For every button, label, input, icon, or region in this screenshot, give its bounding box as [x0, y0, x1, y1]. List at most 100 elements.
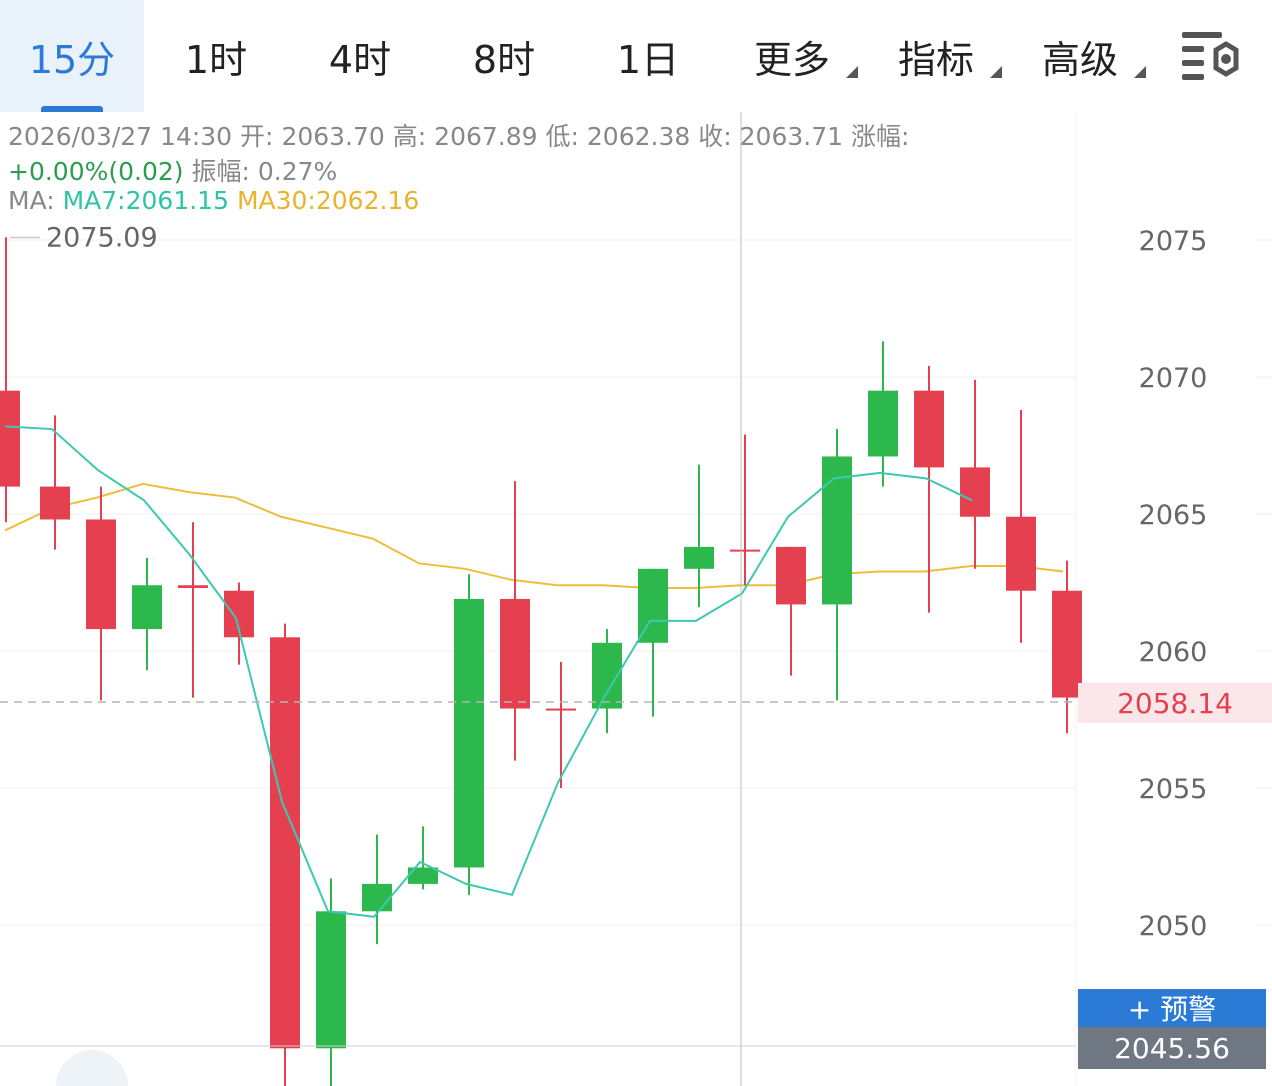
- y-tick-label: 2070: [1139, 363, 1208, 394]
- tab-label: 4时: [328, 37, 392, 82]
- tab-label: 15分: [28, 37, 116, 82]
- dropdown-caret-icon: [990, 66, 1002, 78]
- candle-body: [178, 585, 208, 588]
- bearish-candle: [500, 481, 530, 761]
- high-label: 高:: [392, 122, 427, 151]
- candle-datetime: 2026/03/27 14:30: [8, 122, 233, 151]
- candle-body: [1052, 590, 1082, 698]
- candle-body: [1006, 516, 1036, 591]
- active-tab-indicator: [41, 106, 103, 112]
- candle-body: [500, 598, 530, 709]
- tab-1h[interactable]: 1时: [144, 0, 288, 112]
- tab-label: 高级: [1041, 37, 1118, 82]
- add-alert-button[interactable]: + 预警: [1078, 989, 1266, 1027]
- candlestick-chart[interactable]: 2075 2070 2065 2060 2055 2050 2075.09: [0, 112, 1272, 1086]
- bullish-candle: [362, 834, 392, 945]
- y-tick-label: 2060: [1139, 637, 1208, 668]
- candle-body: [960, 467, 990, 517]
- ma30-legend-value: MA30:2062.16: [236, 186, 420, 215]
- amplitude-value: 0.27%: [257, 157, 338, 186]
- bearish-candle: [224, 582, 254, 665]
- candle-body: [638, 568, 668, 643]
- dropdown-caret-icon: [1134, 66, 1146, 78]
- candle-body: [730, 549, 760, 552]
- ma7-legend-value: MA7:2061.15: [62, 186, 229, 215]
- bearish-candle: [86, 486, 116, 701]
- candle-body: [546, 708, 576, 711]
- candle-body: [40, 486, 70, 520]
- bearish-candle: [730, 434, 760, 586]
- bullish-candle: [638, 568, 668, 717]
- tab-8h[interactable]: 8时: [432, 0, 576, 112]
- bullish-candle: [316, 878, 346, 1086]
- tab-1d[interactable]: 1日: [576, 0, 720, 112]
- max-price-label: 2075.09: [46, 223, 158, 254]
- tab-label: 更多: [753, 37, 830, 82]
- change-value: +0.00%(0.02): [8, 157, 184, 186]
- amplitude-label: 振幅:: [191, 157, 250, 186]
- candle-body: [776, 546, 806, 605]
- tab-4h[interactable]: 4时: [288, 0, 432, 112]
- tab-indicators[interactable]: 指标: [864, 0, 1008, 112]
- current-price-tag: 2058.14: [1078, 683, 1272, 723]
- candle-body: [454, 598, 484, 868]
- candle-body: [86, 519, 116, 630]
- tab-advanced[interactable]: 高级: [1008, 0, 1152, 112]
- change-label: 涨幅:: [850, 122, 910, 151]
- candle-body: [914, 390, 944, 468]
- candle-body: [868, 390, 898, 457]
- crosshair-price-tag: 2045.56: [1078, 1027, 1266, 1069]
- tab-label: 指标: [897, 37, 974, 82]
- candle-body: [270, 637, 300, 1049]
- low-value: 2062.38: [586, 122, 691, 151]
- close-value: 2063.71: [739, 122, 844, 151]
- bearish-candle: [1006, 409, 1036, 643]
- bullish-candle: [408, 826, 438, 890]
- bearish-candle: [40, 415, 70, 550]
- close-label: 收:: [698, 122, 732, 151]
- ma30-line: [4, 482, 1064, 589]
- bullish-candle: [592, 629, 622, 734]
- candle-body: [132, 585, 162, 630]
- y-tick-label: 2050: [1139, 911, 1208, 942]
- candle-body: [822, 456, 852, 605]
- bullish-candle: [868, 341, 898, 487]
- y-tick-label: 2055: [1139, 774, 1208, 805]
- ma7-line: [4, 425, 973, 918]
- chart-settings-icon[interactable]: [1180, 28, 1244, 84]
- timeframe-tabbar: 15分 1时 4时 8时 1日 更多 指标 高级: [0, 0, 1272, 112]
- open-label: 开:: [240, 122, 274, 151]
- y-tick-label: 2065: [1139, 500, 1208, 531]
- candle-body: [408, 867, 438, 884]
- candle-body: [316, 911, 346, 1049]
- tab-label: 1时: [184, 37, 248, 82]
- y-tick-label: 2075: [1139, 226, 1208, 257]
- bullish-candle: [454, 574, 484, 895]
- high-value: 2067.89: [434, 122, 538, 151]
- tab-15min[interactable]: 15分: [0, 0, 144, 112]
- bullish-candle: [132, 557, 162, 671]
- candle-body: [684, 546, 714, 569]
- open-value: 2063.70: [281, 122, 385, 151]
- bearish-candle: [270, 623, 300, 1086]
- tab-label: 8时: [472, 37, 536, 82]
- bearish-candle: [546, 661, 576, 788]
- dropdown-caret-icon: [846, 66, 858, 78]
- tab-more[interactable]: 更多: [720, 0, 864, 112]
- ma-legend: MA: MA7:2061.15 MA30:2062.16: [8, 186, 419, 215]
- bearish-candle: [960, 379, 990, 569]
- ohlc-info-line-1: 2026/03/27 14:30 开: 2063.70 高: 2067.89 低…: [8, 117, 909, 153]
- low-label: 低:: [545, 122, 579, 151]
- ohlc-info-line-2: +0.00%(0.02) 振幅: 0.27%: [8, 152, 337, 188]
- bullish-candle: [822, 429, 852, 701]
- bullish-candle: [684, 464, 714, 608]
- bearish-candle: [0, 237, 20, 523]
- tab-label: 1日: [616, 37, 680, 82]
- candle-body: [362, 883, 392, 912]
- bearish-candle: [178, 522, 208, 698]
- bearish-candle: [776, 546, 806, 676]
- ma-label: MA:: [8, 186, 55, 215]
- bearish-candle: [1052, 560, 1082, 734]
- bearish-candle: [914, 366, 944, 613]
- back-to-latest-button: [56, 1050, 128, 1086]
